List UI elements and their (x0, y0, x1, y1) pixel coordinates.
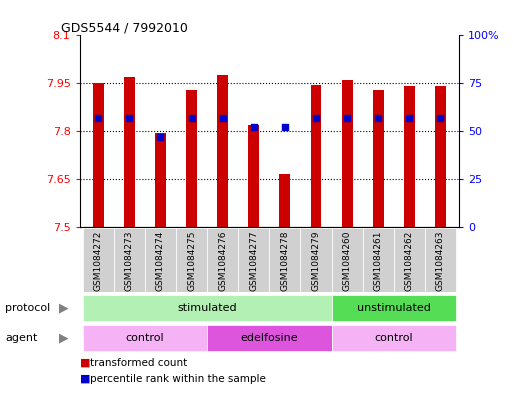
Point (125, 114, 133, 121)
Bar (331, 325, 456, 351)
Point (281, 124, 289, 130)
Bar (310, 85, 322, 227)
Point (343, 114, 351, 121)
Bar (363, 228, 394, 292)
Bar (186, 90, 197, 227)
Text: protocol: protocol (5, 303, 50, 313)
Text: GSM1084262: GSM1084262 (405, 231, 414, 291)
Bar (342, 80, 352, 227)
Bar (83, 295, 331, 321)
Bar (114, 228, 145, 292)
Bar (394, 228, 425, 292)
Text: GSM1084276: GSM1084276 (218, 231, 227, 291)
Bar (176, 228, 207, 292)
Bar (238, 228, 269, 292)
Bar (124, 77, 135, 227)
Text: GSM1084275: GSM1084275 (187, 231, 196, 291)
Point (187, 114, 195, 121)
Point (374, 114, 382, 121)
Bar (93, 83, 104, 227)
Bar (425, 228, 456, 292)
Text: control: control (126, 333, 164, 343)
Text: ▶: ▶ (59, 301, 69, 314)
Text: stimulated: stimulated (177, 303, 237, 313)
Text: percentile rank within the sample: percentile rank within the sample (90, 374, 266, 384)
Bar (207, 325, 331, 351)
Bar (404, 86, 415, 227)
Bar (207, 228, 238, 292)
Point (405, 114, 413, 121)
Text: GSM1084273: GSM1084273 (125, 231, 134, 291)
Text: unstimulated: unstimulated (357, 303, 431, 313)
Text: control: control (374, 333, 413, 343)
Point (312, 114, 320, 121)
Bar (301, 228, 331, 292)
Text: GSM1084260: GSM1084260 (343, 231, 351, 291)
Text: ■: ■ (80, 358, 90, 368)
Bar (435, 86, 446, 227)
Point (94, 114, 102, 121)
Bar (269, 228, 301, 292)
Bar (248, 125, 259, 227)
Bar (331, 295, 456, 321)
Text: edelfosine: edelfosine (241, 333, 298, 343)
Bar (280, 174, 290, 227)
Bar (373, 90, 384, 227)
Text: GSM1084272: GSM1084272 (94, 231, 103, 291)
Point (250, 124, 258, 130)
Bar (217, 75, 228, 227)
Text: GSM1084274: GSM1084274 (156, 231, 165, 291)
Point (219, 114, 227, 121)
Text: agent: agent (5, 333, 37, 343)
Text: GSM1084261: GSM1084261 (374, 231, 383, 291)
Point (437, 114, 445, 121)
Bar (83, 325, 207, 351)
Bar (331, 228, 363, 292)
Text: GSM1084278: GSM1084278 (281, 231, 289, 291)
Text: GSM1084279: GSM1084279 (311, 231, 321, 291)
Text: ▶: ▶ (59, 332, 69, 345)
Bar (155, 133, 166, 227)
Text: ■: ■ (80, 374, 90, 384)
Point (156, 134, 165, 140)
Text: GSM1084277: GSM1084277 (249, 231, 258, 291)
Bar (145, 228, 176, 292)
Text: GSM1084263: GSM1084263 (436, 231, 445, 291)
Bar (83, 228, 114, 292)
Text: GDS5544 / 7992010: GDS5544 / 7992010 (61, 21, 187, 34)
Text: transformed count: transformed count (90, 358, 187, 368)
